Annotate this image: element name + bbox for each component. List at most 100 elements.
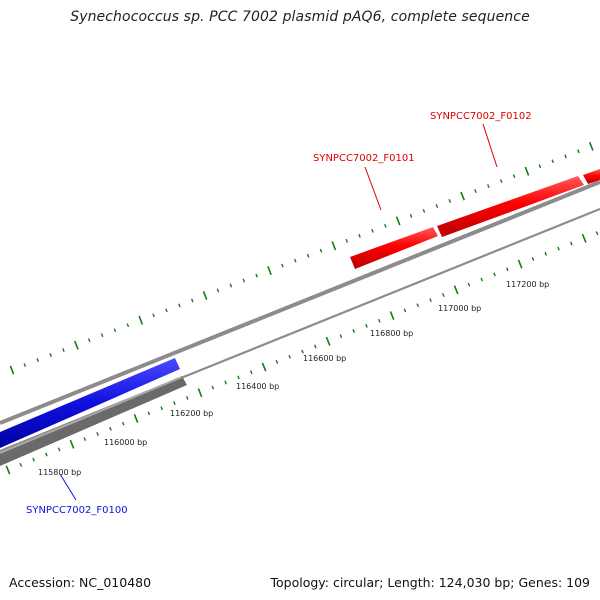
outer-ring-minor-tick <box>358 233 361 238</box>
outer-ring-minor-tick <box>512 174 516 179</box>
outer-ring-minor-tick <box>345 238 349 243</box>
outer-ring-major-tick <box>138 315 144 325</box>
inner-ring-minor-tick <box>83 437 87 442</box>
outer-ring-major-tick <box>202 291 208 300</box>
outer-ring-minor-tick <box>474 189 477 194</box>
gene-SYNPCC7002_F0100[interactable] <box>0 358 180 448</box>
inner-ring-major-tick <box>389 311 395 321</box>
inner-ring-minor-tick <box>160 406 163 411</box>
inner-ring-minor-tick <box>429 298 432 303</box>
inner-ring-minor-tick <box>467 282 471 287</box>
outer-ring-minor-tick <box>564 154 567 159</box>
outer-ring-minor-tick <box>113 328 117 333</box>
inner-ring-minor-tick <box>96 432 99 436</box>
outer-ring-minor-tick <box>87 338 91 343</box>
ruler-label-117000: 117000 bp <box>438 304 481 313</box>
outer-ring-major-tick <box>331 241 337 251</box>
outer-ring-minor-tick <box>306 253 310 258</box>
inner-ring-major-tick <box>5 465 11 475</box>
inner-ring-minor-tick <box>480 277 484 282</box>
inner-ring-minor-tick <box>211 385 215 390</box>
inner-ring-minor-tick <box>595 231 599 236</box>
inner-ring-major-tick <box>197 388 203 398</box>
inner-ring-minor-tick <box>32 457 35 462</box>
outer-ring-minor-tick <box>422 209 426 213</box>
outer-ring-minor-tick <box>435 204 439 208</box>
ruler-label-117200: 117200 bp <box>506 280 549 289</box>
ruler-label-116600: 116600 bp <box>303 354 346 363</box>
inner-ring-minor-tick <box>275 359 279 364</box>
inner-ring-minor-tick <box>45 452 48 457</box>
outer-ring-minor-tick <box>178 303 181 308</box>
outer-ring-major-tick <box>73 340 79 350</box>
inner-ring-minor-tick <box>19 462 23 467</box>
inner-ring-minor-tick <box>365 323 368 328</box>
outer-tick-ring <box>9 141 594 375</box>
outer-ring-minor-tick <box>100 333 104 338</box>
inner-ring-minor-tick <box>313 344 317 349</box>
gene-label-F0101: SYNPCC7002_F0101 <box>313 153 415 164</box>
inner-ring-major-tick <box>133 414 139 423</box>
outer-ring-minor-tick <box>216 288 220 293</box>
gene-label-F0102: SYNPCC7002_F0102 <box>430 111 532 122</box>
outer-ring-minor-tick <box>577 149 580 154</box>
outer-ring-minor-tick <box>190 298 194 303</box>
inner-ring-minor-tick <box>352 329 356 333</box>
outer-ring-minor-tick <box>499 179 503 184</box>
inner-ring-minor-tick <box>377 318 381 323</box>
topology-summary-text: Topology: circular; Length: 124,030 bp; … <box>270 575 591 590</box>
outer-ring-minor-tick <box>36 358 40 362</box>
ruler-label-115800: 115800 bp <box>38 468 81 477</box>
inner-ring-minor-tick <box>249 370 253 375</box>
gray-feature[interactable] <box>0 376 187 466</box>
ruler-label-116400: 116400 bp <box>236 382 279 391</box>
inner-ring-minor-tick <box>442 293 445 297</box>
inner-ring-major-tick <box>69 439 75 449</box>
inner-ring-minor-tick <box>416 303 420 308</box>
inner-ring-minor-tick <box>557 246 560 251</box>
outer-ring-minor-tick <box>448 199 452 203</box>
inner-ring-minor-tick <box>173 401 176 406</box>
gene-label-F0100: SYNPCC7002_F0100 <box>26 505 128 516</box>
inner-ring-minor-tick <box>288 354 292 359</box>
gene-SYNPCC7002_F0101[interactable] <box>350 227 438 269</box>
ruler-label-116200: 116200 bp <box>170 409 213 418</box>
outer-ring-minor-tick <box>255 273 258 278</box>
gene-SYNPCC7002_F0102[interactable] <box>437 169 600 237</box>
outer-ring-minor-tick <box>487 184 490 189</box>
inner-ring-minor-tick <box>224 380 227 385</box>
inner-ring-minor-tick <box>544 251 548 256</box>
outer-ring-major-tick <box>395 216 401 226</box>
outer-ring-minor-tick <box>319 248 323 253</box>
inner-ring-minor-tick <box>301 349 304 354</box>
outer-ring-major-tick <box>588 141 594 151</box>
leader-F0102 <box>482 123 498 168</box>
outer-ring-minor-tick <box>49 353 52 358</box>
ruler-label-116800: 116800 bp <box>370 329 413 338</box>
inner-tick-ring <box>5 231 599 475</box>
inner-ring-minor-tick <box>109 426 112 431</box>
outer-ring-minor-tick <box>165 308 168 313</box>
outer-ring-minor-tick <box>229 283 233 288</box>
outer-ring-minor-tick <box>371 228 374 233</box>
outer-ring-major-tick <box>9 365 15 375</box>
outer-ring-major-tick <box>524 166 530 176</box>
inner-ring-minor-tick <box>57 447 61 452</box>
outer-ring-minor-tick <box>293 258 297 263</box>
outer-ring-minor-tick <box>62 348 65 353</box>
inner-ring-minor-tick <box>493 272 496 277</box>
outer-ring-minor-tick <box>281 263 284 268</box>
leader-F0101 <box>364 166 382 211</box>
ruler-label-116000: 116000 bp <box>104 438 147 447</box>
outer-ring-minor-tick <box>538 164 542 169</box>
inner-ring-minor-tick <box>121 421 125 426</box>
outer-ring-minor-tick <box>23 363 27 367</box>
leader-F0100 <box>59 473 77 501</box>
inner-ring-minor-tick <box>237 375 240 380</box>
outer-ring-minor-tick <box>242 278 246 283</box>
outer-ring-major-tick <box>460 191 465 201</box>
inner-ring-major-tick <box>581 233 587 243</box>
backbone-upper <box>0 180 600 425</box>
accession-text: Accession: NC_010480 <box>9 575 152 590</box>
